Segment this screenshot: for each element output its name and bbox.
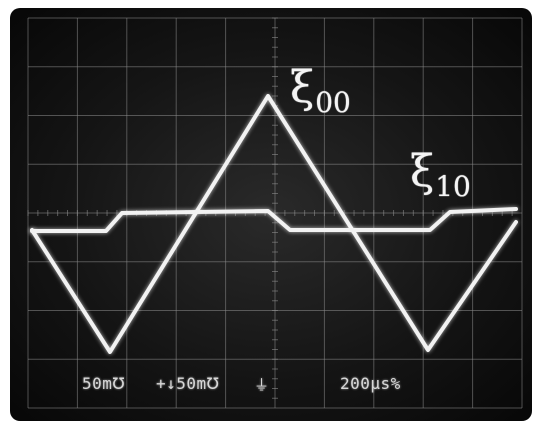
trace-xi10-step-wave (30, 207, 518, 233)
trace-xi00-triangle-wave (30, 94, 518, 354)
oscilloscope-screen: ξ00 ξ10 50m℧ +↓50m℧ ⏚ 200μs% (10, 8, 532, 421)
label-xi10-symbol: ξ (410, 146, 435, 197)
readout-timebase: 200μs% (340, 374, 401, 393)
label-xi10-subscript: 10 (435, 169, 471, 203)
label-xi00-symbol: ξ (290, 62, 315, 113)
label-xi10: ξ10 (410, 150, 471, 201)
ground-icon: ⏚ (254, 376, 270, 394)
label-xi00: ξ00 (290, 66, 351, 117)
label-xi00-subscript: 00 (315, 85, 351, 119)
graticule-grid (27, 17, 523, 409)
scope-display (27, 17, 523, 409)
readout-ch2-scale: +↓50m℧ (156, 374, 220, 393)
readout-ch1-scale: 50m℧ (82, 374, 126, 393)
